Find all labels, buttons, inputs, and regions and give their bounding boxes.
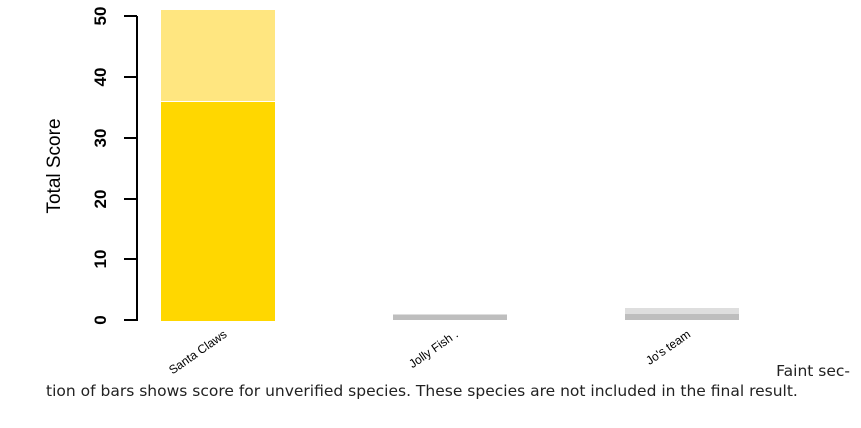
caption-lead: Faint sec-: [776, 362, 850, 380]
y-tick-40: [124, 76, 137, 78]
y-tick-label-40: 40: [91, 67, 110, 87]
bar-jolly-fish: [393, 313, 507, 320]
y-tick-50: [124, 15, 137, 17]
caption-body: tion of bars shows score for unverified …: [46, 382, 798, 400]
y-tick-label-30: 30: [91, 128, 110, 148]
y-tick-label-20: 20: [91, 189, 110, 209]
y-tick-10: [124, 258, 137, 260]
bar-santa-claws: [161, 9, 275, 321]
verified-segment: [393, 315, 507, 320]
y-axis-title: Total Score: [44, 118, 65, 214]
verified-segment: [161, 101, 275, 321]
y-tick-30: [124, 137, 137, 139]
y-axis-line: [136, 16, 138, 321]
unverified-segment: [393, 313, 507, 316]
y-tick-20: [124, 198, 137, 200]
unverified-segment: [161, 9, 275, 102]
unverified-segment: [625, 307, 739, 314]
y-tick-label-0: 0: [91, 315, 110, 325]
y-tick-label-10: 10: [91, 249, 110, 269]
y-tick-label-50: 50: [91, 6, 110, 26]
verified-segment: [625, 313, 739, 320]
y-tick-0: [124, 319, 137, 321]
figure-caption: Faint sec- tion of bars shows score for …: [46, 361, 850, 401]
bar-jo-s-team: [625, 307, 739, 320]
